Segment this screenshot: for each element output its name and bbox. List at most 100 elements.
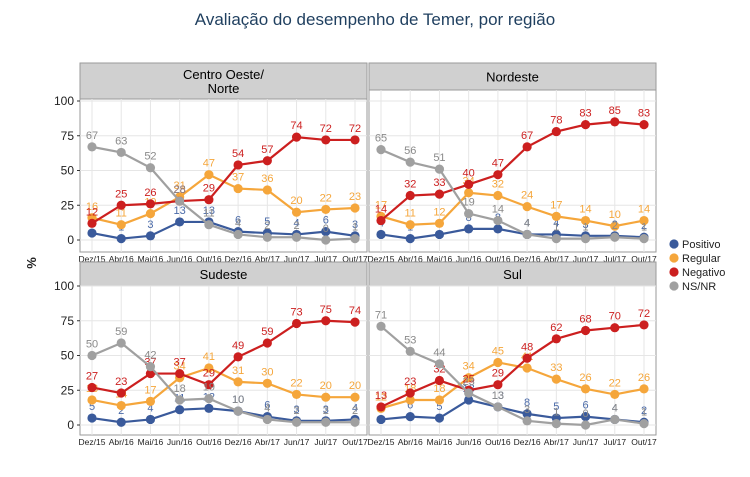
data-label: 3	[147, 219, 153, 231]
data-label: 37	[174, 357, 186, 369]
data-point	[493, 190, 503, 201]
data-label: 34	[463, 361, 475, 373]
data-point	[321, 417, 331, 427]
legend-label: Positivo	[682, 239, 721, 251]
data-label: 3	[293, 404, 299, 416]
data-label: 2	[641, 220, 647, 232]
facet-title: Nordeste	[486, 70, 539, 85]
data-label: 11	[405, 208, 416, 220]
data-point	[639, 215, 649, 226]
x-tick-label: Out/17	[631, 437, 657, 447]
series-line-regular	[380, 361, 645, 410]
data-point	[291, 318, 302, 329]
data-point	[350, 392, 360, 402]
data-label: 72	[320, 123, 332, 135]
data-point	[116, 234, 126, 244]
data-label: 2	[352, 405, 358, 417]
data-label: 22	[609, 377, 621, 389]
y-tick-label: 50	[61, 164, 75, 178]
data-point	[87, 413, 97, 423]
data-label: 23	[115, 376, 127, 388]
data-point	[116, 147, 126, 158]
data-label: 10	[609, 209, 621, 221]
data-label: 6	[407, 400, 413, 412]
data-label: 28	[174, 184, 186, 196]
x-tick-label: Abr/17	[255, 254, 280, 264]
data-point	[551, 419, 561, 429]
data-label: 83	[638, 108, 650, 120]
data-label: 65	[375, 133, 387, 145]
x-tick-label: Out/16	[485, 437, 511, 447]
data-label: 32	[492, 179, 504, 191]
data-point	[291, 417, 302, 427]
data-label: 13	[492, 390, 504, 402]
data-point	[116, 338, 126, 348]
data-point	[262, 232, 272, 242]
data-label: 14	[492, 204, 504, 216]
data-label: 17	[144, 384, 156, 396]
legend-swatch	[669, 267, 679, 277]
data-label: 74	[290, 120, 302, 132]
data-label: 52	[144, 151, 156, 163]
data-label: 53	[404, 334, 416, 346]
data-point	[87, 218, 97, 228]
x-tick-label: Out/16	[196, 437, 222, 447]
data-point	[551, 234, 561, 244]
data-label: 18	[433, 383, 445, 395]
series-line-nsnr	[91, 341, 355, 424]
data-label: 5	[436, 401, 442, 413]
data-label: 2	[323, 405, 329, 417]
x-tick-label: Mai/16	[427, 437, 453, 447]
data-point	[87, 382, 97, 393]
data-label: 50	[86, 339, 98, 351]
data-label: 24	[521, 190, 533, 202]
data-point	[175, 196, 185, 206]
data-point	[145, 368, 156, 379]
data-point	[350, 417, 360, 427]
data-point	[262, 414, 272, 425]
data-point	[145, 231, 156, 241]
y-tick-label: 50	[61, 349, 75, 363]
data-label: 4	[264, 402, 270, 414]
data-point	[233, 229, 243, 240]
data-label: 1	[553, 407, 559, 419]
data-point	[405, 234, 415, 244]
data-label: 4	[524, 217, 530, 229]
data-label: 1	[553, 222, 559, 234]
data-label: 2	[641, 405, 647, 417]
data-point	[580, 420, 591, 430]
series-line-nsnr	[380, 325, 645, 427]
data-label: 2	[118, 405, 124, 417]
data-point	[376, 321, 386, 331]
data-label: 29	[203, 368, 215, 380]
facet-strip	[79, 261, 368, 287]
series-line-nsnr	[380, 148, 645, 240]
data-label: 40	[463, 167, 475, 179]
series-line-negativo	[380, 323, 645, 408]
data-point	[321, 135, 331, 145]
x-tick-label: Out/17	[342, 254, 368, 264]
x-tick-label: Jun/16	[456, 254, 482, 264]
data-label: 4	[235, 217, 241, 229]
data-label: 31	[232, 365, 244, 377]
data-label: 23	[404, 376, 416, 388]
legend-label: Negativo	[682, 267, 725, 279]
data-label: 30	[261, 366, 273, 378]
data-point	[434, 375, 445, 386]
y-tick-label: 100	[54, 279, 74, 293]
data-point	[522, 353, 532, 363]
data-point	[464, 224, 474, 234]
data-label: 23	[463, 376, 475, 388]
data-label: 2	[264, 220, 270, 232]
data-label: 42	[144, 350, 156, 362]
data-label: 2	[612, 220, 618, 232]
data-point	[522, 202, 532, 212]
data-label: 37	[232, 172, 244, 184]
data-point	[233, 183, 243, 194]
data-point	[291, 132, 302, 142]
data-label: 72	[349, 123, 361, 135]
data-point	[493, 380, 503, 390]
data-point	[376, 414, 386, 425]
data-point	[350, 317, 360, 327]
